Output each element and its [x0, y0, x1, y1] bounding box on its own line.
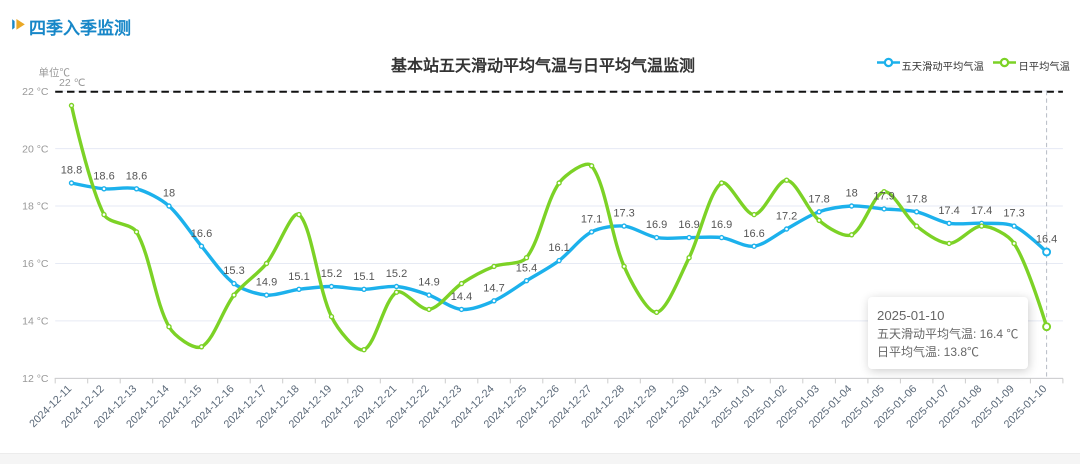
svg-text:14 °C: 14 °C — [22, 316, 49, 328]
svg-text:18.8: 18.8 — [61, 165, 82, 177]
svg-text:14.7: 14.7 — [483, 282, 504, 294]
svg-text:15.3: 15.3 — [223, 265, 244, 277]
svg-text:16.1: 16.1 — [548, 242, 569, 254]
svg-text:14.9: 14.9 — [256, 277, 277, 289]
svg-text:15.1: 15.1 — [288, 271, 309, 283]
svg-text:12 °C: 12 °C — [22, 373, 49, 385]
svg-text:18: 18 — [163, 188, 175, 200]
svg-text:17.4: 17.4 — [938, 205, 959, 217]
svg-text:17.1: 17.1 — [581, 214, 602, 226]
svg-text:17.8: 17.8 — [808, 193, 829, 205]
svg-text:16.9: 16.9 — [646, 219, 667, 231]
svg-text:16 °C: 16 °C — [22, 258, 49, 270]
svg-text:22 °C: 22 °C — [22, 86, 49, 98]
svg-text:17.9: 17.9 — [873, 191, 894, 203]
svg-text:15.2: 15.2 — [386, 268, 407, 280]
svg-text:18.6: 18.6 — [93, 170, 114, 182]
svg-text:14.4: 14.4 — [451, 291, 472, 303]
svg-text:16.9: 16.9 — [678, 219, 699, 231]
svg-text:18.6: 18.6 — [126, 170, 147, 182]
svg-text:17.2: 17.2 — [776, 211, 797, 223]
svg-text:17.3: 17.3 — [1003, 208, 1024, 220]
svg-text:15.1: 15.1 — [353, 271, 374, 283]
svg-text:16.9: 16.9 — [711, 219, 732, 231]
svg-text:22 ℃: 22 ℃ — [59, 77, 86, 89]
svg-text:单位℃: 单位℃ — [39, 66, 71, 79]
svg-text:15.4: 15.4 — [516, 262, 537, 274]
svg-text:16.6: 16.6 — [743, 228, 764, 240]
svg-text:17.3: 17.3 — [613, 208, 634, 220]
svg-text:18: 18 — [845, 188, 857, 200]
svg-text:17.4: 17.4 — [971, 205, 992, 217]
svg-text:17.8: 17.8 — [906, 193, 927, 205]
svg-text:14.9: 14.9 — [418, 277, 439, 289]
svg-text:20 °C: 20 °C — [22, 143, 49, 155]
svg-text:16.6: 16.6 — [191, 228, 212, 240]
svg-text:18 °C: 18 °C — [22, 201, 49, 213]
svg-text:16.4: 16.4 — [1036, 234, 1057, 246]
svg-text:15.2: 15.2 — [321, 268, 342, 280]
